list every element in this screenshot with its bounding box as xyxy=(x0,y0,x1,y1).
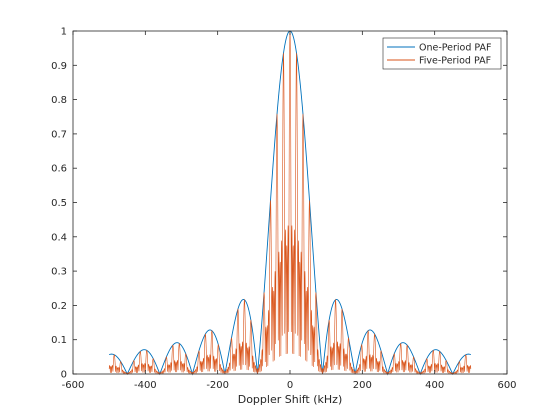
x-axis-label: Doppler Shift (kHz) xyxy=(238,393,343,406)
y-tick-label: 0.2 xyxy=(51,301,67,312)
legend-entry-label: Five-Period PAF xyxy=(419,56,491,67)
axes-box xyxy=(72,30,508,375)
y-tick-label: 0.6 xyxy=(51,164,67,175)
y-tick-label: 1 xyxy=(61,27,67,38)
x-tick-label: 200 xyxy=(353,380,372,391)
series-line-one-period-paf xyxy=(108,30,472,376)
y-tick-label: 0 xyxy=(61,370,67,381)
series-line-five-period-paf xyxy=(108,30,472,376)
legend-entry-label: One-Period PAF xyxy=(419,43,492,54)
x-tick-label: 0 xyxy=(287,380,293,391)
y-tick-label: 0.3 xyxy=(51,267,67,278)
x-tick-label: -200 xyxy=(206,380,229,391)
axes: -600 -400 -200 0 200 400 600 0 0.1 0.2 0.3 0.4 0.5 0.… xyxy=(51,27,516,392)
legend-box xyxy=(382,37,502,70)
x-tick-label: -600 xyxy=(62,380,85,391)
legend: One-Period PAF Five-Period PAF xyxy=(382,37,502,70)
y-tick-label: 0.9 xyxy=(51,61,67,72)
y-tick-label: 0.1 xyxy=(51,335,67,346)
y-tick-label: 0.5 xyxy=(51,198,67,209)
plot-area xyxy=(108,30,472,376)
x-tick-label: 600 xyxy=(497,380,516,391)
y-tick-label: 0.4 xyxy=(51,232,67,243)
y-tick-label: 0.7 xyxy=(51,129,67,140)
y-tick-label: 0.8 xyxy=(51,95,67,106)
x-tick-label: -400 xyxy=(134,380,157,391)
x-tick-label: 400 xyxy=(425,380,444,391)
